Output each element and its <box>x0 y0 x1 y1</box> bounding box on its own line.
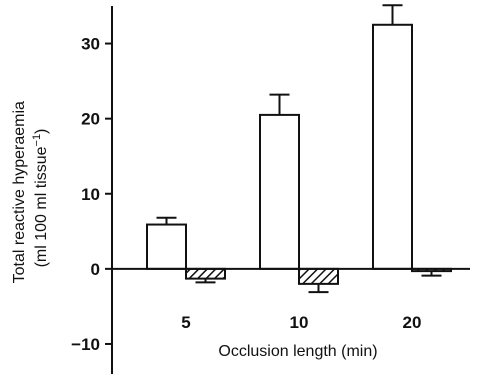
y-tick-label: −10 <box>71 335 100 354</box>
x-tick-label: 20 <box>403 313 422 332</box>
y-axis-label-close: ) <box>33 129 50 134</box>
bar-hatched <box>298 267 339 285</box>
x-tick-label: 5 <box>181 313 190 332</box>
x-tick-label: 10 <box>290 313 309 332</box>
y-axis-label-superscript: −1 <box>31 134 43 147</box>
bar-open <box>146 223 187 270</box>
x-axis-label: Occlusion length (min) <box>218 343 377 360</box>
y-axis-label-main: Total reactive hyperaemia <box>11 101 28 283</box>
y-axis-label-unit: (ml 100 ml tissue <box>33 146 50 267</box>
bar-hatched <box>185 267 226 280</box>
y-tick-label: 20 <box>81 110 100 129</box>
y-tick-label: 10 <box>81 185 100 204</box>
bar-open <box>372 23 413 270</box>
y-axis-label: Total reactive hyperaemia (ml 100 ml tis… <box>11 97 50 284</box>
y-tick-label: 0 <box>91 260 100 279</box>
bar-open <box>259 113 300 270</box>
y-tick-label: 30 <box>81 35 100 54</box>
